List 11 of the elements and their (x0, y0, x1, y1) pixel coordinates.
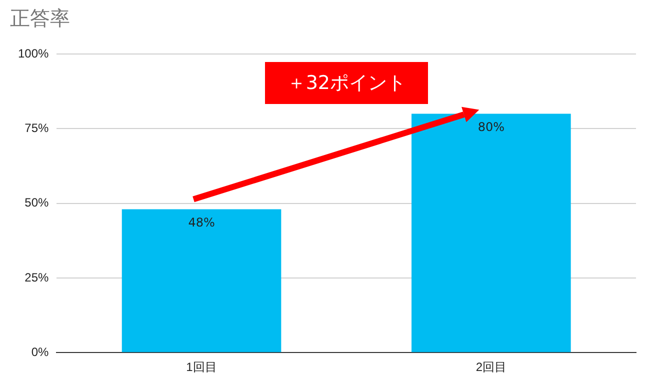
annotation: ＋32ポイント (264, 62, 428, 104)
y-tick-label: 100% (18, 46, 50, 60)
data-label: 48% (188, 215, 215, 230)
y-tick-label: 75% (24, 120, 50, 135)
x-tick-label: 2回目 (476, 360, 507, 374)
x-tick-label: 1回目 (186, 360, 217, 374)
y-tick-label: 25% (24, 270, 50, 284)
y-tick-label: 0% (31, 344, 50, 359)
y-tick-label: 50% (24, 196, 50, 210)
chart-title: 正答率 (10, 6, 70, 30)
data-label: 80% (478, 120, 505, 134)
